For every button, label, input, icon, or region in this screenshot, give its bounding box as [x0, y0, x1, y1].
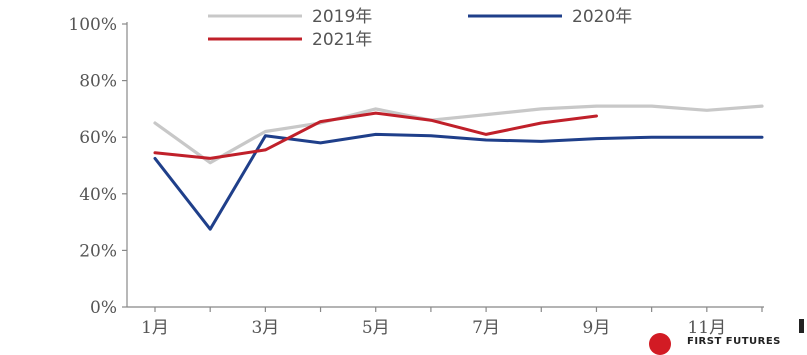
y-tick-label: 40%: [79, 185, 117, 205]
legend-label: 2021年: [312, 30, 372, 50]
y-tick-label: 20%: [79, 241, 117, 261]
x-tick-label: 1月: [141, 318, 169, 338]
legend-label: 2020年: [572, 7, 632, 27]
legend-label: 2019年: [312, 7, 372, 27]
series-line-2020年: [153, 132, 764, 231]
brand-logo: FIRST FUTURES: [647, 319, 807, 355]
y-tick-label: 80%: [79, 72, 117, 92]
x-tick-label: 5月: [362, 318, 390, 338]
y-tick-label: 100%: [68, 15, 117, 35]
x-tick-label: 3月: [251, 318, 279, 338]
logo-text: FIRST FUTURES: [687, 336, 781, 347]
logo-mark-icon: [649, 333, 671, 355]
y-tick-label: 0%: [90, 298, 117, 318]
logo-bar-icon: [799, 319, 804, 333]
x-tick-label: 7月: [472, 318, 500, 338]
series-line-2019年: [153, 104, 764, 165]
x-tick-label: 11月: [687, 318, 726, 338]
series-line-2021年: [153, 111, 598, 160]
x-tick-label: 9月: [583, 318, 611, 338]
y-tick-label: 60%: [79, 128, 117, 148]
